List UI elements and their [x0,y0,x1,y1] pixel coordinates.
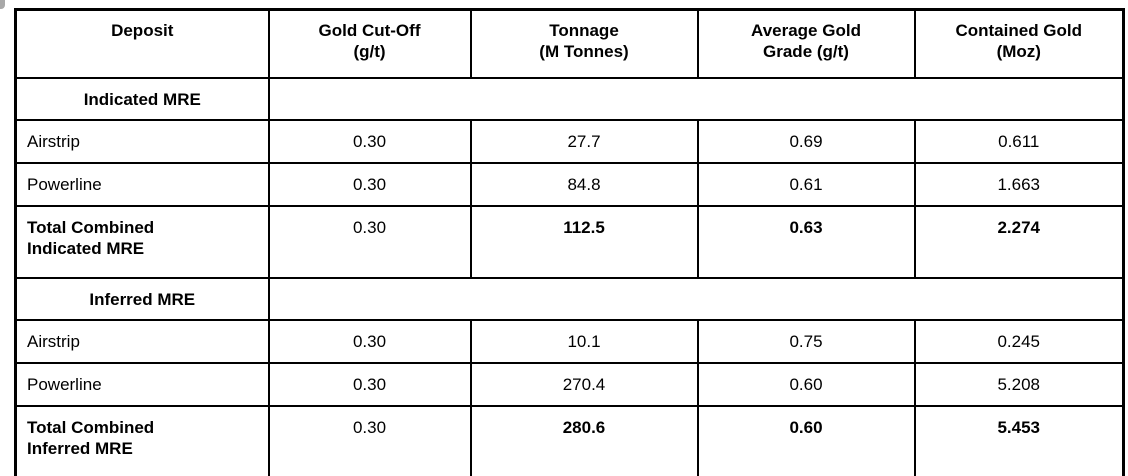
cell-cutoff: 0.30 [267,361,472,407]
total-row-inferred: Total Combined Inferred MRE 0.30 280.6 0… [14,404,1125,476]
cell-tonnage: 112.5 [469,204,699,279]
column-header-contained: Contained Gold (Moz) [913,8,1125,79]
cell-deposit: Airstrip [14,318,270,364]
column-header-deposit: Deposit [14,8,270,79]
cell-grade: 0.61 [696,161,916,207]
cell-cutoff: 0.30 [267,204,472,279]
cell-tonnage: 10.1 [469,318,699,364]
cell-contained: 5.208 [913,361,1125,407]
cell-deposit: Airstrip [14,118,270,164]
cell-cutoff: 0.30 [267,404,472,476]
total-label-line: Inferred MRE [27,438,133,458]
section-label: Indicated MRE [14,76,270,121]
header-line: Deposit [111,21,174,40]
cell-deposit: Powerline [14,161,270,207]
header-unit: (g/t) [353,42,386,61]
total-label-line: Indicated MRE [27,238,145,258]
cell-tonnage: 270.4 [469,361,699,407]
table-row-inferred-powerline: Powerline 0.30 270.4 0.60 5.208 [14,361,1125,407]
cell-contained: 5.453 [913,404,1125,476]
header-line: Tonnage [549,21,619,40]
column-header-tonnage: Tonnage (M Tonnes) [469,8,699,79]
total-label-line: Total Combined [27,217,155,237]
header-line: Contained Gold [955,21,1083,40]
mre-table: Deposit Gold Cut-Off (g/t) Tonnage (M To… [14,8,1125,476]
cell-cutoff: 0.30 [267,161,472,207]
cell-grade: 0.60 [696,361,916,407]
header-unit: Grade (g/t) [763,42,849,61]
cell-total-label: Total Combined Inferred MRE [14,404,270,476]
table-row-indicated-powerline: Powerline 0.30 84.8 0.61 1.663 [14,161,1125,207]
cell-tonnage: 280.6 [469,404,699,476]
total-row-indicated: Total Combined Indicated MRE 0.30 112.5 … [14,204,1125,279]
cell-contained: 0.611 [913,118,1125,164]
section-header-spacer [267,276,1125,321]
cell-grade: 0.69 [696,118,916,164]
section-label: Inferred MRE [14,276,270,321]
header-line: Average Gold [751,21,861,40]
column-header-grade: Average Gold Grade (g/t) [696,8,916,79]
header-unit: (Moz) [996,42,1041,61]
cell-contained: 1.663 [913,161,1125,207]
cell-grade: 0.63 [696,204,916,279]
header-unit: (M Tonnes) [539,42,629,61]
header-row: Deposit Gold Cut-Off (g/t) Tonnage (M To… [14,8,1125,79]
section-header-spacer [267,76,1125,121]
cell-grade: 0.75 [696,318,916,364]
table-row-inferred-airstrip: Airstrip 0.30 10.1 0.75 0.245 [14,318,1125,364]
cell-total-label: Total Combined Indicated MRE [14,204,270,279]
cell-grade: 0.60 [696,404,916,476]
screen-corner-artifact [0,0,5,9]
cell-contained: 2.274 [913,204,1125,279]
column-header-cutoff: Gold Cut-Off (g/t) [267,8,472,79]
header-line: Gold Cut-Off [318,21,421,40]
cell-cutoff: 0.30 [267,318,472,364]
cell-cutoff: 0.30 [267,118,472,164]
total-label-line: Total Combined [27,417,155,437]
section-header-row-indicated: Indicated MRE [14,76,1125,121]
cell-tonnage: 27.7 [469,118,699,164]
table-row-indicated-airstrip: Airstrip 0.30 27.7 0.69 0.611 [14,118,1125,164]
section-header-row-inferred: Inferred MRE [14,276,1125,321]
cell-deposit: Powerline [14,361,270,407]
cell-tonnage: 84.8 [469,161,699,207]
cell-contained: 0.245 [913,318,1125,364]
